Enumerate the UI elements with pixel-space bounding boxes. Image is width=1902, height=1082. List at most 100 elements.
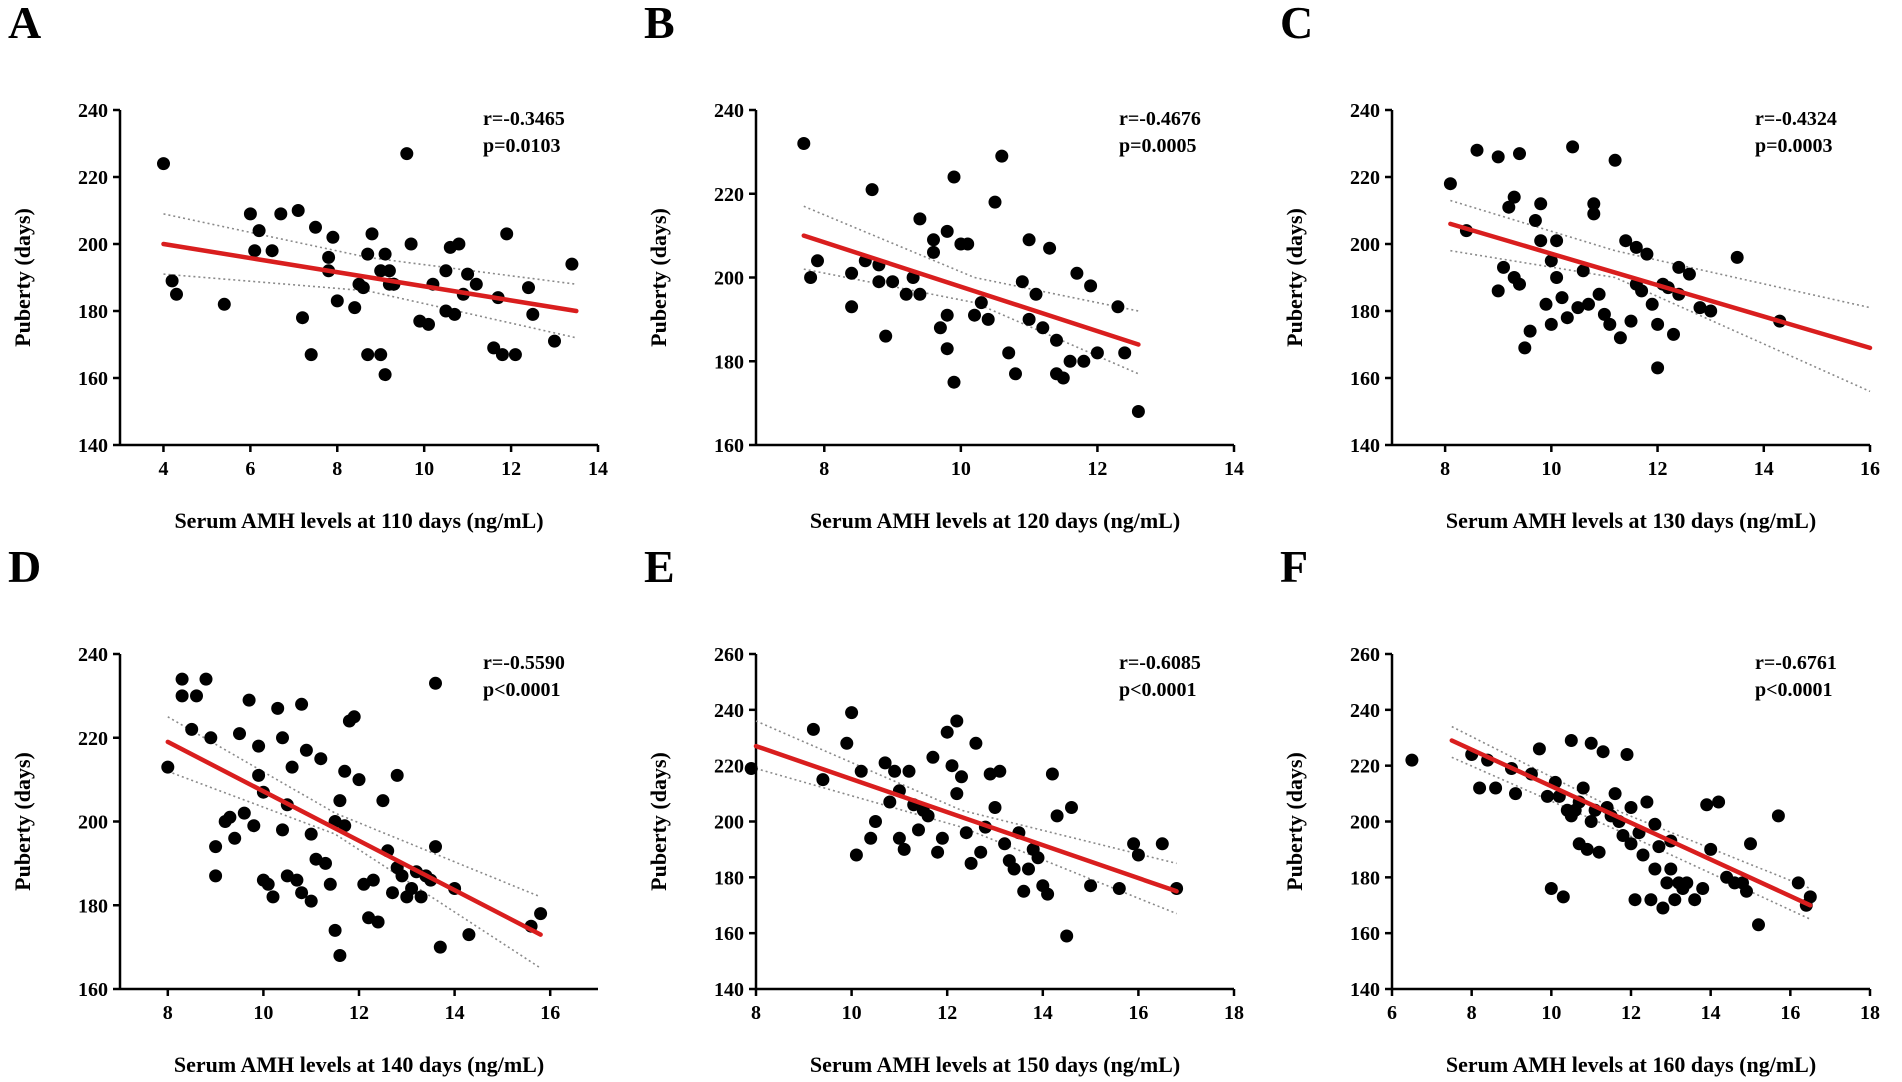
data-point-b bbox=[797, 137, 811, 150]
y-tick-label-e: 260 bbox=[714, 644, 744, 666]
r-value-f: r=-0.6761 bbox=[1755, 652, 1837, 674]
p-value-d: p<0.0001 bbox=[483, 679, 561, 701]
data-point-d bbox=[371, 915, 385, 929]
data-point-d bbox=[209, 840, 223, 854]
x-tick-label-e: 18 bbox=[1224, 1002, 1244, 1024]
data-point-c bbox=[1502, 200, 1516, 214]
data-point-d bbox=[190, 689, 203, 703]
r-value-e: r=-0.6085 bbox=[1119, 652, 1201, 674]
x-axis-title-d: Serum AMH levels at 140 days (ng/mL) bbox=[174, 1052, 544, 1077]
data-point-d bbox=[429, 840, 442, 854]
data-point-e bbox=[897, 842, 911, 856]
x-tick-label-b: 14 bbox=[1224, 458, 1244, 480]
y-tick-label-f: 140 bbox=[1350, 979, 1380, 1001]
data-point-f bbox=[1596, 745, 1610, 759]
data-point-d bbox=[328, 923, 342, 937]
x-tick-label-a: 14 bbox=[588, 458, 608, 480]
data-point-c bbox=[1672, 260, 1686, 274]
y-tick-label-c: 180 bbox=[1350, 301, 1380, 323]
data-point-c bbox=[1539, 297, 1553, 311]
data-point-f bbox=[1640, 795, 1654, 809]
regression-line-e bbox=[753, 743, 1179, 894]
data-point-e bbox=[854, 764, 868, 778]
data-point-d bbox=[304, 894, 318, 908]
data-point-d bbox=[223, 810, 237, 824]
data-point-a bbox=[469, 277, 483, 291]
x-tick-label-d: 8 bbox=[163, 1002, 173, 1024]
y-tick-label-f: 240 bbox=[1350, 700, 1380, 722]
data-point-e bbox=[988, 801, 1002, 814]
x-tick-label-f: 12 bbox=[1621, 1002, 1641, 1024]
data-point-c bbox=[1528, 214, 1542, 227]
p-value-f: p<0.0001 bbox=[1755, 679, 1833, 701]
data-point-d bbox=[161, 760, 175, 774]
data-point-d bbox=[338, 819, 352, 833]
data-point-a bbox=[170, 287, 183, 301]
panel-b: B 160 180 200 220 240 8 10 12 14 Serum AMH levels… bbox=[636, 0, 1266, 538]
data-point-d bbox=[304, 827, 318, 841]
data-point-e bbox=[892, 831, 906, 845]
data-point-e bbox=[1060, 929, 1074, 943]
x-tick-label-d: 10 bbox=[253, 1002, 273, 1024]
data-point-e bbox=[845, 706, 859, 720]
y-tick-label-e: 160 bbox=[714, 923, 744, 945]
x-tick-label-f: 6 bbox=[1387, 1002, 1397, 1024]
data-point-d bbox=[276, 731, 289, 745]
data-point-e bbox=[974, 845, 988, 859]
data-point-d bbox=[261, 877, 275, 891]
data-point-e bbox=[883, 795, 897, 809]
data-point-b bbox=[1084, 279, 1098, 293]
data-point-c bbox=[1587, 207, 1601, 221]
panel-label-f: F bbox=[1280, 541, 1309, 592]
data-point-c bbox=[1555, 291, 1569, 305]
x-tick-label-e: 14 bbox=[1033, 1002, 1053, 1024]
x-tick-label-f: 16 bbox=[1780, 1002, 1800, 1024]
data-point-f bbox=[1608, 787, 1622, 801]
data-point-b bbox=[1077, 354, 1091, 368]
data-point-d bbox=[414, 890, 428, 904]
panel-c: C 140 160 180 200 220 240 8 10 12 14 16 Serum AMH l… bbox=[1272, 0, 1902, 538]
data-point-c bbox=[1645, 297, 1659, 311]
data-point-e bbox=[840, 736, 854, 750]
data-point-b bbox=[913, 287, 927, 301]
data-point-f bbox=[1752, 918, 1765, 932]
data-point-b bbox=[981, 312, 995, 326]
data-point-f bbox=[1628, 893, 1642, 907]
panel-a: A 140 160 180 200 220 240 4 6 8 10 12 14 Serum AMH l… bbox=[0, 0, 630, 538]
data-point-a bbox=[243, 207, 257, 221]
panel-label-a: A bbox=[8, 0, 42, 48]
data-point-b bbox=[940, 224, 954, 238]
regression-line-d bbox=[165, 739, 543, 937]
y-axis-title-d: Puberty (days) bbox=[10, 752, 35, 891]
ci-lower-d bbox=[167, 770, 542, 969]
data-point-b bbox=[947, 375, 961, 389]
regression-line-b bbox=[801, 233, 1141, 347]
x-tick-label-c: 16 bbox=[1860, 458, 1880, 480]
x-tick-label-a: 6 bbox=[245, 458, 255, 480]
y-tick-label-f: 260 bbox=[1350, 644, 1380, 666]
data-point-d bbox=[295, 697, 309, 711]
x-tick-label-e: 16 bbox=[1128, 1002, 1148, 1024]
data-point-a bbox=[500, 227, 514, 241]
ci-upper-b bbox=[803, 205, 1139, 312]
data-point-d bbox=[333, 949, 347, 962]
data-point-c bbox=[1566, 140, 1580, 154]
y-tick-label-d: 180 bbox=[78, 895, 108, 917]
data-point-e bbox=[912, 823, 925, 837]
data-point-e bbox=[878, 756, 892, 770]
y-tick-label-f: 180 bbox=[1350, 867, 1380, 889]
data-point-e bbox=[902, 764, 916, 778]
data-point-d bbox=[395, 869, 409, 883]
data-point-d bbox=[276, 823, 289, 837]
data-point-d bbox=[252, 739, 266, 753]
data-point-b bbox=[1063, 354, 1077, 368]
data-point-e bbox=[1127, 837, 1141, 851]
data-point-e bbox=[1022, 862, 1035, 876]
data-point-b bbox=[1050, 333, 1063, 347]
ci-upper-d bbox=[167, 716, 541, 898]
data-point-c bbox=[1629, 240, 1643, 254]
data-point-e bbox=[849, 848, 863, 862]
data-point-e bbox=[1017, 884, 1031, 898]
data-point-d bbox=[247, 819, 261, 833]
data-point-f bbox=[1636, 848, 1650, 862]
